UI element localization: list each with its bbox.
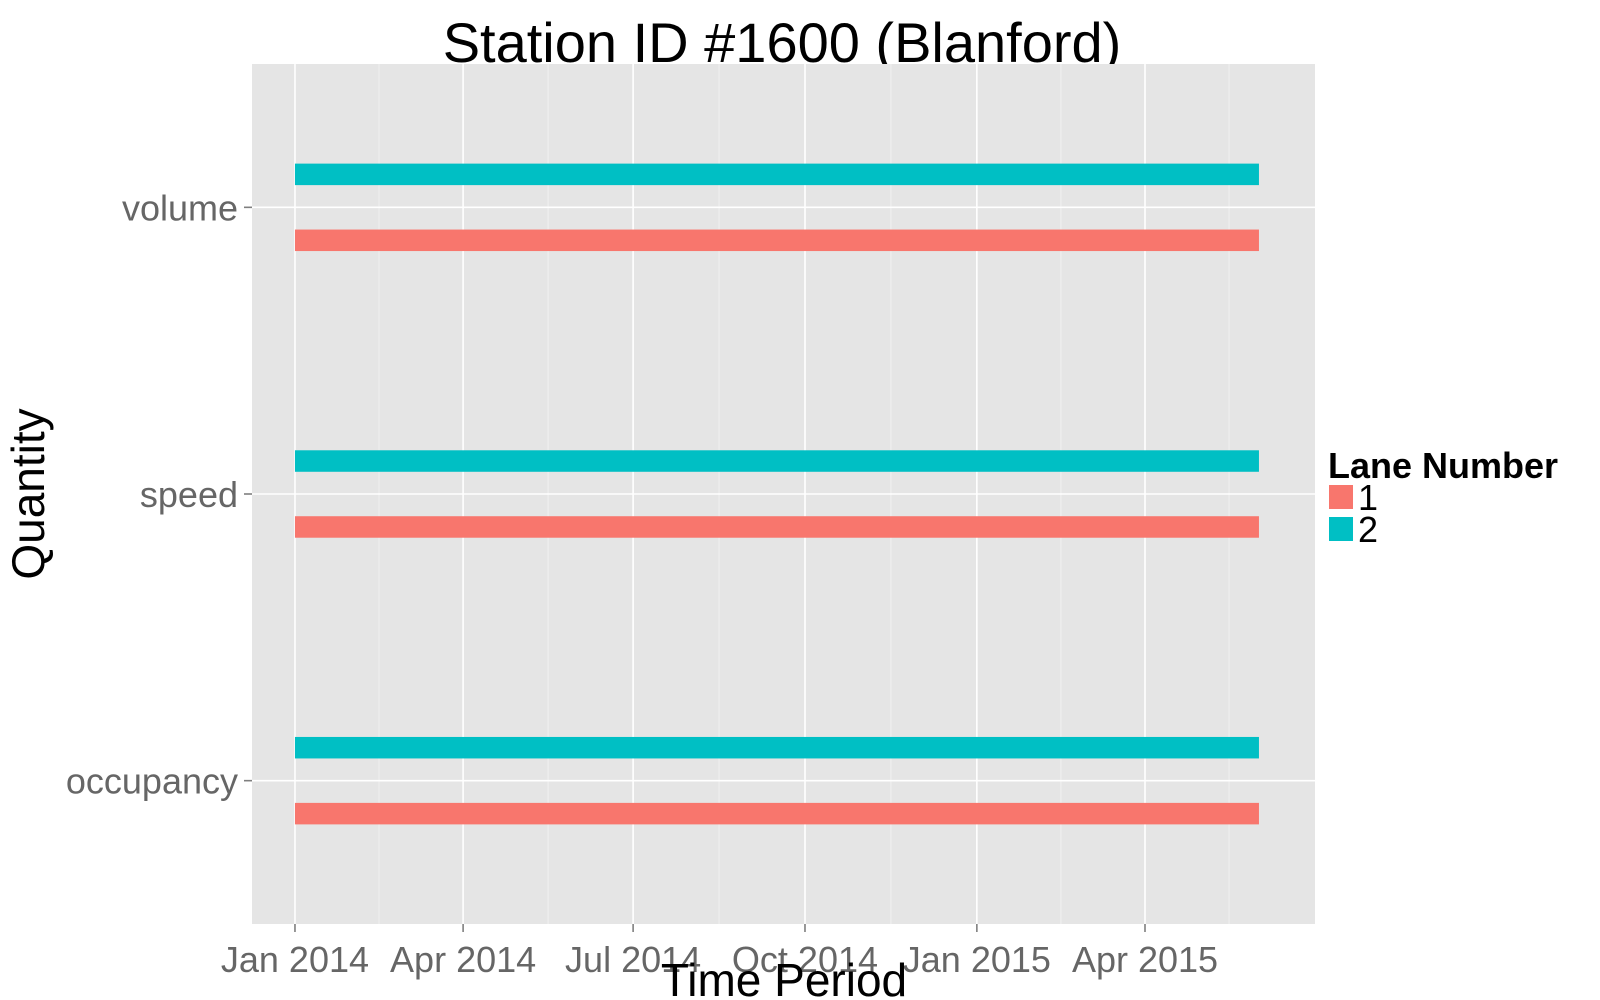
legend-items: 12 <box>1327 477 1378 550</box>
x-axis-title: Time Period <box>661 954 907 1000</box>
y-tick-label: speed <box>140 474 238 515</box>
legend-key-1 <box>1327 483 1355 511</box>
x-tick-label: Jan 2014 <box>221 939 369 980</box>
legend-label-2: 2 <box>1358 509 1378 550</box>
x-tick-label: Jan 2015 <box>903 939 1051 980</box>
y-axis-title: Quantity <box>2 408 54 579</box>
bar-volume-lane-1 <box>294 229 1259 252</box>
legend-title: Lane Number <box>1328 445 1558 486</box>
y-tick-label: volume <box>122 187 238 228</box>
bar-occupancy-lane-1 <box>294 802 1259 825</box>
chart-title: Station ID #1600 (Blanford) <box>443 11 1122 74</box>
x-axis: Jan 2014 Apr 2014 Jul 2014 Oct 2014 Jan 2015… <box>221 924 1218 980</box>
legend: Lane Number 12 <box>1327 445 1558 550</box>
x-tick-label: Jul 2014 <box>565 939 701 980</box>
major-gridlines <box>252 64 1315 924</box>
legend-label-1: 1 <box>1358 477 1378 518</box>
x-tick-label: Apr 2014 <box>390 939 536 980</box>
x-tick-label: Apr 2015 <box>1072 939 1218 980</box>
bars <box>294 163 1259 825</box>
bar-speed-lane-1 <box>294 516 1259 538</box>
bar-speed-lane-2 <box>294 450 1259 472</box>
y-axis: volume speed occupancy <box>66 187 252 802</box>
bar-volume-lane-2 <box>294 163 1259 186</box>
bar-occupancy-lane-2 <box>294 736 1259 759</box>
legend-key-2 <box>1327 515 1355 543</box>
y-tick-label: occupancy <box>66 761 238 802</box>
x-tick-label: Oct 2014 <box>732 939 878 980</box>
